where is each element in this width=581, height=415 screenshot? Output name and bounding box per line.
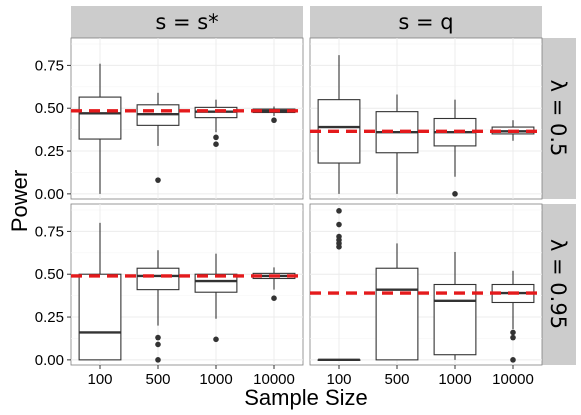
box-iqr — [78, 96, 122, 140]
boxplot-100 — [78, 222, 122, 361]
x-axis-ticks-right: 100 500 1000 10000 — [326, 365, 534, 388]
column-strip-label: s = s* — [155, 10, 218, 34]
y-axis-title: Power — [7, 170, 32, 232]
panel-bottom-left — [70, 203, 304, 366]
column-strip-s-star: s = s* — [71, 6, 303, 38]
outlier-point — [510, 334, 516, 341]
outlier-point — [213, 141, 219, 147]
y-tick-label: 0.50 — [35, 100, 64, 117]
outlier-point — [336, 208, 342, 214]
box-iqr — [194, 273, 238, 293]
panel-top-left — [70, 37, 304, 200]
boxplot-500 — [375, 243, 419, 361]
row-strip-label: λ = 0.95 — [546, 239, 570, 329]
outlier-point — [155, 341, 161, 348]
row-strip-background — [542, 204, 576, 365]
x-axis-ticks-left: 100 500 1000 10000 — [87, 365, 295, 388]
column-strip-s-q: s = q — [310, 6, 542, 38]
y-tick-label: 0.00 — [35, 352, 64, 369]
x-axis-title: Sample Size — [244, 385, 368, 410]
row-strip-lambda-095: λ = 0.95 — [542, 204, 576, 365]
outlier-point — [452, 191, 458, 197]
panel-bottom-right — [309, 203, 543, 366]
column-strip-background — [310, 6, 542, 38]
row-strip-background — [542, 38, 576, 199]
outlier-point — [510, 357, 516, 363]
outlier-point — [271, 295, 277, 302]
panel-top-right — [309, 37, 543, 200]
boxplot-100 — [317, 208, 361, 362]
boxplot-1000 — [194, 253, 238, 343]
column-strip-label: s = q — [398, 10, 453, 34]
x-tick-label: 1000 — [199, 371, 232, 388]
y-tick-label: 0.75 — [35, 57, 64, 74]
row-strip-label: λ = 0.5 — [546, 80, 570, 157]
y-axis-ticks-top: 0.00 0.25 0.50 0.75 — [35, 57, 71, 203]
y-tick-label: 0.50 — [35, 266, 64, 283]
row-strip-lambda-05: λ = 0.5 — [542, 38, 576, 199]
boxplot-100 — [78, 63, 122, 194]
y-tick-label: 0.75 — [35, 223, 64, 240]
outlier-point — [155, 357, 161, 363]
outlier-point — [510, 329, 516, 336]
box-iqr — [433, 283, 477, 356]
boxplot-1000 — [433, 251, 477, 360]
box-iqr — [78, 273, 122, 361]
y-axis-ticks-bottom: 0.00 0.25 0.50 0.75 — [35, 223, 71, 369]
outlier-point — [271, 117, 277, 124]
x-tick-label: 1000 — [438, 371, 471, 388]
outlier-point — [155, 177, 161, 183]
box-iqr — [375, 267, 419, 361]
x-tick-label: 500 — [384, 371, 409, 388]
outlier-point — [336, 221, 342, 228]
outlier-point — [213, 134, 219, 141]
outlier-point — [155, 334, 161, 341]
x-tick-label: 10000 — [492, 371, 534, 388]
y-tick-label: 0.25 — [35, 143, 64, 160]
y-tick-label: 0.25 — [35, 309, 64, 326]
y-tick-label: 0.00 — [35, 186, 64, 203]
column-strip-background — [71, 6, 303, 38]
box-iqr — [136, 267, 180, 291]
x-tick-label: 100 — [87, 371, 112, 388]
x-tick-label: 10000 — [253, 371, 295, 388]
outlier-point — [336, 244, 342, 250]
x-tick-label: 500 — [145, 371, 170, 388]
x-tick-label: 100 — [326, 371, 351, 388]
outlier-point — [213, 336, 219, 343]
